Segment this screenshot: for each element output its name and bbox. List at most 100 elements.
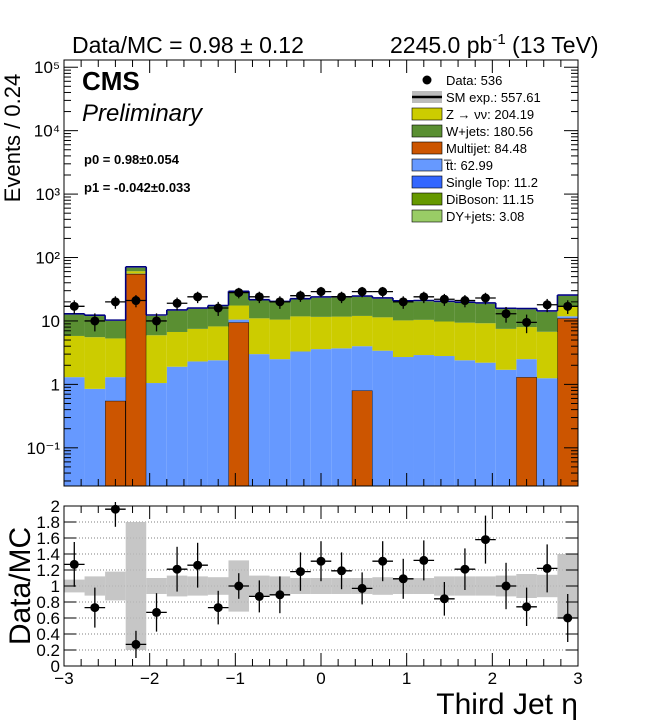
bar-znunu [413, 319, 435, 356]
header-lumi: 2245.0 pb-1 (13 TeV) [390, 31, 599, 58]
ratio-point [275, 590, 285, 600]
data-point [419, 292, 429, 302]
bar-wjets [269, 302, 291, 320]
lumi-value: 2245.0 pb [390, 32, 492, 58]
bar-znunu [351, 315, 373, 347]
data-point [480, 293, 490, 303]
xtick-label: −3 [54, 669, 73, 688]
bar-ttbar [228, 319, 250, 323]
bar-multijet [515, 376, 538, 487]
bar-wjets [454, 302, 476, 323]
fit-p0: p0 = 0.98±0.054 [84, 152, 180, 167]
bar-multijet [104, 400, 127, 487]
bar-ttbar [310, 349, 332, 486]
ratio-axis-ticks: 00.20.40.60.811.21.41.61.82−3 −2 −1 0 1 2 3 [36, 497, 582, 688]
bar-ttbar [351, 346, 373, 391]
ratio-ytick-label: 1 [51, 577, 60, 596]
xtick-label: 1 [402, 669, 411, 688]
ratio-point [131, 639, 141, 649]
ratio-ytick-label: 0.4 [36, 625, 60, 644]
data-point [563, 301, 573, 311]
bar-znunu [249, 318, 270, 355]
data-point [275, 297, 285, 307]
bar-znunu [475, 323, 496, 363]
ratio-point [193, 560, 203, 570]
data-point [460, 296, 470, 306]
fit-p1: p1 = -0.042±0.033 [84, 180, 191, 195]
ratio-point [522, 602, 532, 612]
main-axis-ticks: 10⁻¹ 1 10 10² 10³ 10⁴ 10⁵ [26, 58, 579, 486]
data-point [357, 287, 367, 297]
legend-label: Single Top: 11.2 [446, 175, 538, 190]
data-point [110, 297, 120, 307]
legend-swatch [411, 124, 443, 138]
bar-wjets [64, 314, 85, 336]
ratio-point [172, 564, 182, 574]
ytick-label: 10³ [35, 185, 60, 204]
bar-znunu [536, 331, 558, 379]
ratio-point [295, 567, 305, 577]
bar-ttbar [516, 359, 537, 378]
legend-marker-data [422, 75, 432, 85]
bar-ttbar [372, 350, 393, 486]
ratio-band-bin [310, 578, 332, 594]
bar-multijet [557, 317, 579, 487]
bar-znunu [310, 316, 332, 350]
bar-multijet [351, 390, 373, 487]
data-point [131, 296, 141, 306]
xtick-label: 3 [573, 669, 582, 688]
bar-znunu [290, 316, 311, 352]
bar-ttbar [166, 366, 188, 486]
ratio-point [337, 566, 347, 576]
ratio-band-bin [372, 577, 393, 595]
bar-ttbar [269, 359, 291, 486]
lumi-exponent: -1 [492, 31, 505, 48]
ytick-label: 10² [35, 249, 60, 268]
bar-znunu [207, 326, 229, 361]
bar-znunu [84, 337, 106, 389]
ratio-ytick-label: 1.6 [36, 529, 60, 548]
bar-znunu [187, 328, 208, 362]
bar-znunu [454, 322, 476, 361]
legend-label: t̅t: 62.99 [444, 158, 493, 173]
cms-label: CMS [82, 66, 140, 96]
bar-znunu [228, 305, 250, 320]
bar-wjets [536, 311, 558, 332]
bar-multijet [228, 321, 250, 487]
data-point [295, 291, 305, 301]
bar-ttbar [64, 377, 85, 486]
ratio-band-bin [146, 578, 167, 594]
xtick-label: −1 [226, 669, 245, 688]
ratio-point [480, 535, 490, 545]
bar-ttbar [331, 348, 352, 486]
ratio-ytick-label: 0.8 [36, 593, 60, 612]
data-point [398, 297, 408, 307]
legend: Data: 536 SM exp.: 557.61 Z → νν: 204.19 W+… [411, 73, 541, 224]
ratio-point [234, 581, 244, 591]
bar-wjets [166, 310, 188, 332]
bar-znunu [516, 327, 537, 360]
ratio-point [152, 607, 162, 617]
bar-wjets [105, 320, 126, 339]
bar-wjets [228, 292, 250, 306]
bar-wjets [207, 306, 229, 327]
y-axis-label-ratio: Data/MC [4, 527, 37, 645]
bar-ttbar [392, 357, 414, 486]
data-point [522, 317, 532, 327]
bar-ttbar [495, 369, 517, 486]
ratio-point [316, 556, 326, 566]
bar-wjets [413, 301, 435, 320]
bar-wjets [392, 301, 414, 321]
energy-label: (13 TeV) [506, 32, 599, 58]
ratio-point [501, 581, 511, 591]
header-datamc: Data/MC = 0.98 ± 0.12 [72, 32, 304, 58]
legend-swatch [411, 158, 443, 172]
ratio-ytick-label: 1.8 [36, 513, 60, 532]
bar-znunu [434, 321, 455, 357]
data-point [254, 292, 264, 302]
data-point [90, 316, 100, 326]
legend-label: Multijet: 84.48 [446, 141, 527, 156]
bar-ttbar [557, 316, 578, 319]
legend-label: SM exp.: 557.61 [446, 90, 541, 105]
